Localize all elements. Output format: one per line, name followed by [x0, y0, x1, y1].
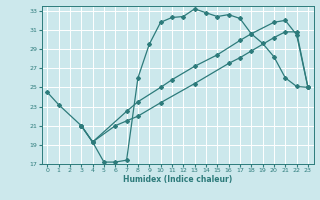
- X-axis label: Humidex (Indice chaleur): Humidex (Indice chaleur): [123, 175, 232, 184]
